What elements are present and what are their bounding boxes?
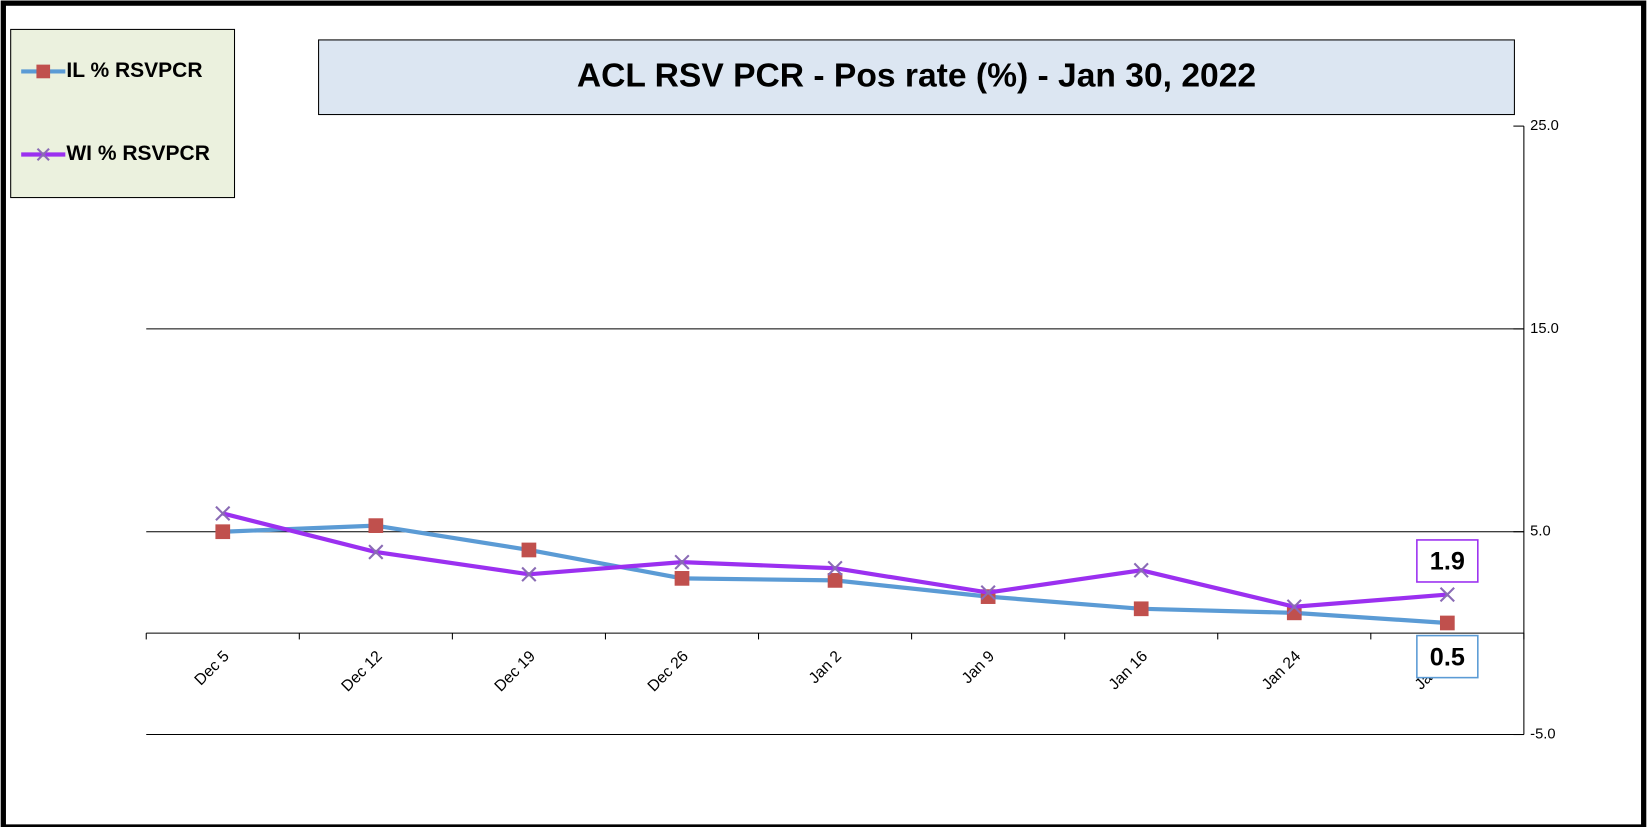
point bbox=[827, 560, 843, 576]
point bbox=[1286, 599, 1302, 615]
y-tick-label: 5.0 bbox=[1530, 524, 1550, 540]
data-label: 1.9 bbox=[1430, 548, 1465, 576]
point bbox=[827, 573, 843, 588]
y-tick-label: 25.0 bbox=[1530, 118, 1559, 134]
legend-box bbox=[10, 28, 236, 199]
y-tick-label: -5.0 bbox=[1530, 726, 1555, 742]
data-label: 0.5 bbox=[1430, 643, 1465, 671]
legend-label: IL % RSVPCR bbox=[66, 59, 202, 82]
point bbox=[1439, 615, 1455, 631]
chart-title: ACL RSV PCR - Pos rate (%) - Jan 30, 202… bbox=[577, 58, 1256, 95]
point bbox=[980, 584, 996, 601]
legend-label: WI % RSVPCR bbox=[66, 142, 210, 165]
point bbox=[1439, 587, 1455, 603]
point bbox=[674, 554, 690, 570]
y-tick-label: 15.0 bbox=[1530, 321, 1559, 337]
point bbox=[215, 524, 231, 540]
point bbox=[1133, 562, 1149, 578]
point bbox=[215, 505, 231, 522]
data-label-box bbox=[1416, 539, 1479, 583]
point bbox=[1133, 601, 1149, 617]
title-box bbox=[318, 39, 1515, 116]
point bbox=[521, 566, 537, 582]
data-label-box bbox=[1416, 634, 1479, 679]
point bbox=[368, 544, 384, 560]
point bbox=[674, 571, 690, 586]
legend-marker bbox=[36, 147, 50, 161]
point bbox=[368, 518, 384, 533]
point bbox=[521, 542, 537, 558]
legend-marker bbox=[36, 64, 51, 79]
